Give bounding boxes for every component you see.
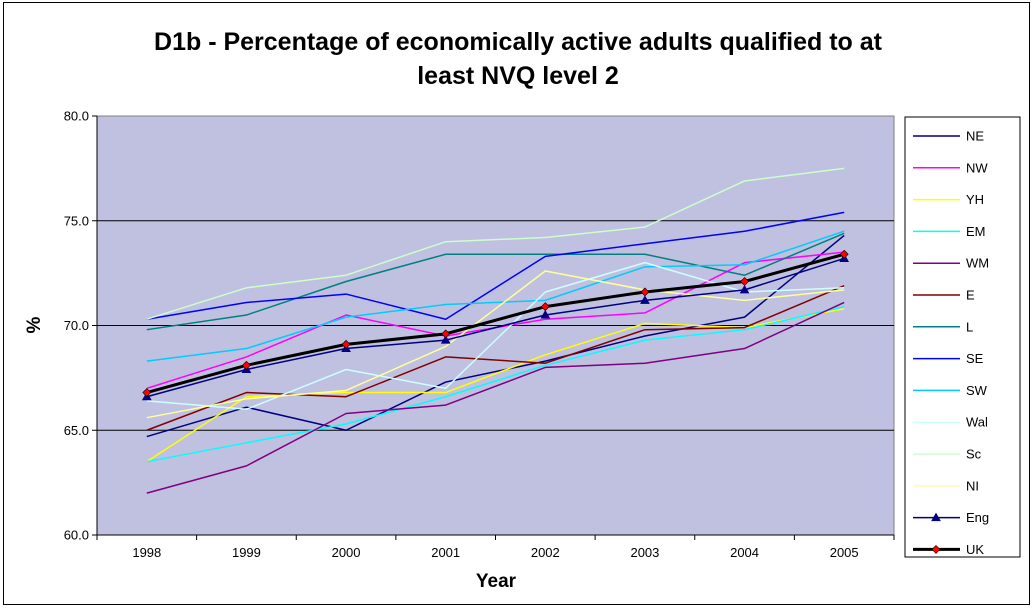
x-tick-label: 2002 [531,545,560,560]
legend-item-wm: WM [913,256,989,271]
series-line-wm [146,301,845,494]
legend-item-ni: NI [913,478,979,493]
series-line-wal [146,261,845,411]
data-point-eng [739,284,750,294]
y-axis-label: % [24,316,45,333]
legend-item-yh: YH [913,192,984,207]
series-em [146,305,845,463]
legend-item-l: L [913,319,973,334]
x-tick-label: 2001 [431,545,460,560]
x-tick-label: 2003 [630,545,659,560]
chart-title-line1: D1b - Percentage of economically active … [154,28,883,56]
series-ne [146,234,845,438]
legend-label: EM [966,224,986,239]
data-point-eng [640,295,650,304]
series-uk [142,249,849,397]
legend-item-eng: Eng [913,510,989,525]
series-line-yh [146,308,845,463]
series-line-ne [146,234,845,438]
legend-item-ne: NE [913,129,984,144]
x-tick-label: 1999 [232,545,261,560]
x-axis-ticks: 1998 1999 2000 2001 2002 2003 2004 2005 [96,535,895,560]
legend-label: WM [966,256,989,271]
series-ni [146,270,845,419]
y-tick-label: 60.0 [64,528,89,543]
series-lines [141,167,850,494]
legend-label: Wal [966,415,988,430]
legend-item-sc: Sc [913,447,982,462]
series-line-em [146,305,845,463]
series-l [146,232,845,331]
legend-item-em: EM [913,224,986,239]
data-point-uk [540,302,550,312]
legend-label: UK [966,542,984,557]
legend-item-sw: SW [913,383,988,398]
series-line-l [146,232,845,331]
legend-label: NI [966,478,979,493]
legend-label: YH [966,192,984,207]
x-tick-label: 1998 [132,545,161,560]
legend-label: Sc [966,447,982,462]
series-sw [146,230,845,362]
legend-label: NE [966,129,984,144]
legend-label: E [966,288,975,303]
data-point-uk [640,287,650,297]
legend-label: SW [966,383,988,398]
data-point-uk [740,277,749,286]
y-tick-label: 75.0 [64,213,89,228]
y-axis-ticks: 60.0 65.0 70.0 75.0 80.0 [64,109,97,543]
series-sc [146,167,845,320]
y-tick-label: 65.0 [64,423,89,438]
data-point-uk [142,388,152,397]
legend-item-se: SE [913,351,984,366]
legend: NE NW YH EM WM E L SE SW Wal Sc NI Eng UK [904,116,1021,558]
y-tick-label: 70.0 [64,318,89,333]
legend-item-e: E [913,288,975,303]
x-tick-label: 2005 [830,545,859,560]
data-point-uk [839,249,849,259]
data-point-uk [441,329,451,339]
series-line-se [146,211,845,320]
series-line-sc [146,167,845,320]
series-line-ni [146,270,845,419]
legend-label: L [966,319,973,334]
y-tick-label: 80.0 [64,109,89,124]
series-line-sw [146,230,845,362]
series-line-uk [146,252,845,394]
legend-marker [931,544,941,554]
legend-item-wal: Wal [913,415,988,430]
data-point-uk [341,339,351,349]
x-tick-label: 2000 [332,545,361,560]
legend-label: Eng [966,510,989,525]
data-point-eng [440,335,451,344]
series-se [146,211,845,320]
series-line-e [146,285,845,431]
legend-label: SE [966,351,984,366]
data-point-eng [540,310,551,319]
chart-title-line2: least NVQ level 2 [417,62,619,90]
series-line-eng [146,257,845,398]
data-point-uk [242,360,251,370]
x-axis-label: Year [476,571,517,592]
legend-item-nw: NW [913,160,988,175]
legend-box [904,116,1021,558]
series-e [146,285,845,431]
series-wm [146,301,845,494]
x-tick-label: 2004 [730,545,759,560]
legend-item-uk: UK [913,542,984,557]
legend-label: NW [966,160,988,175]
series-yh [146,308,845,463]
legend-marker [931,512,941,522]
series-wal [146,261,845,411]
